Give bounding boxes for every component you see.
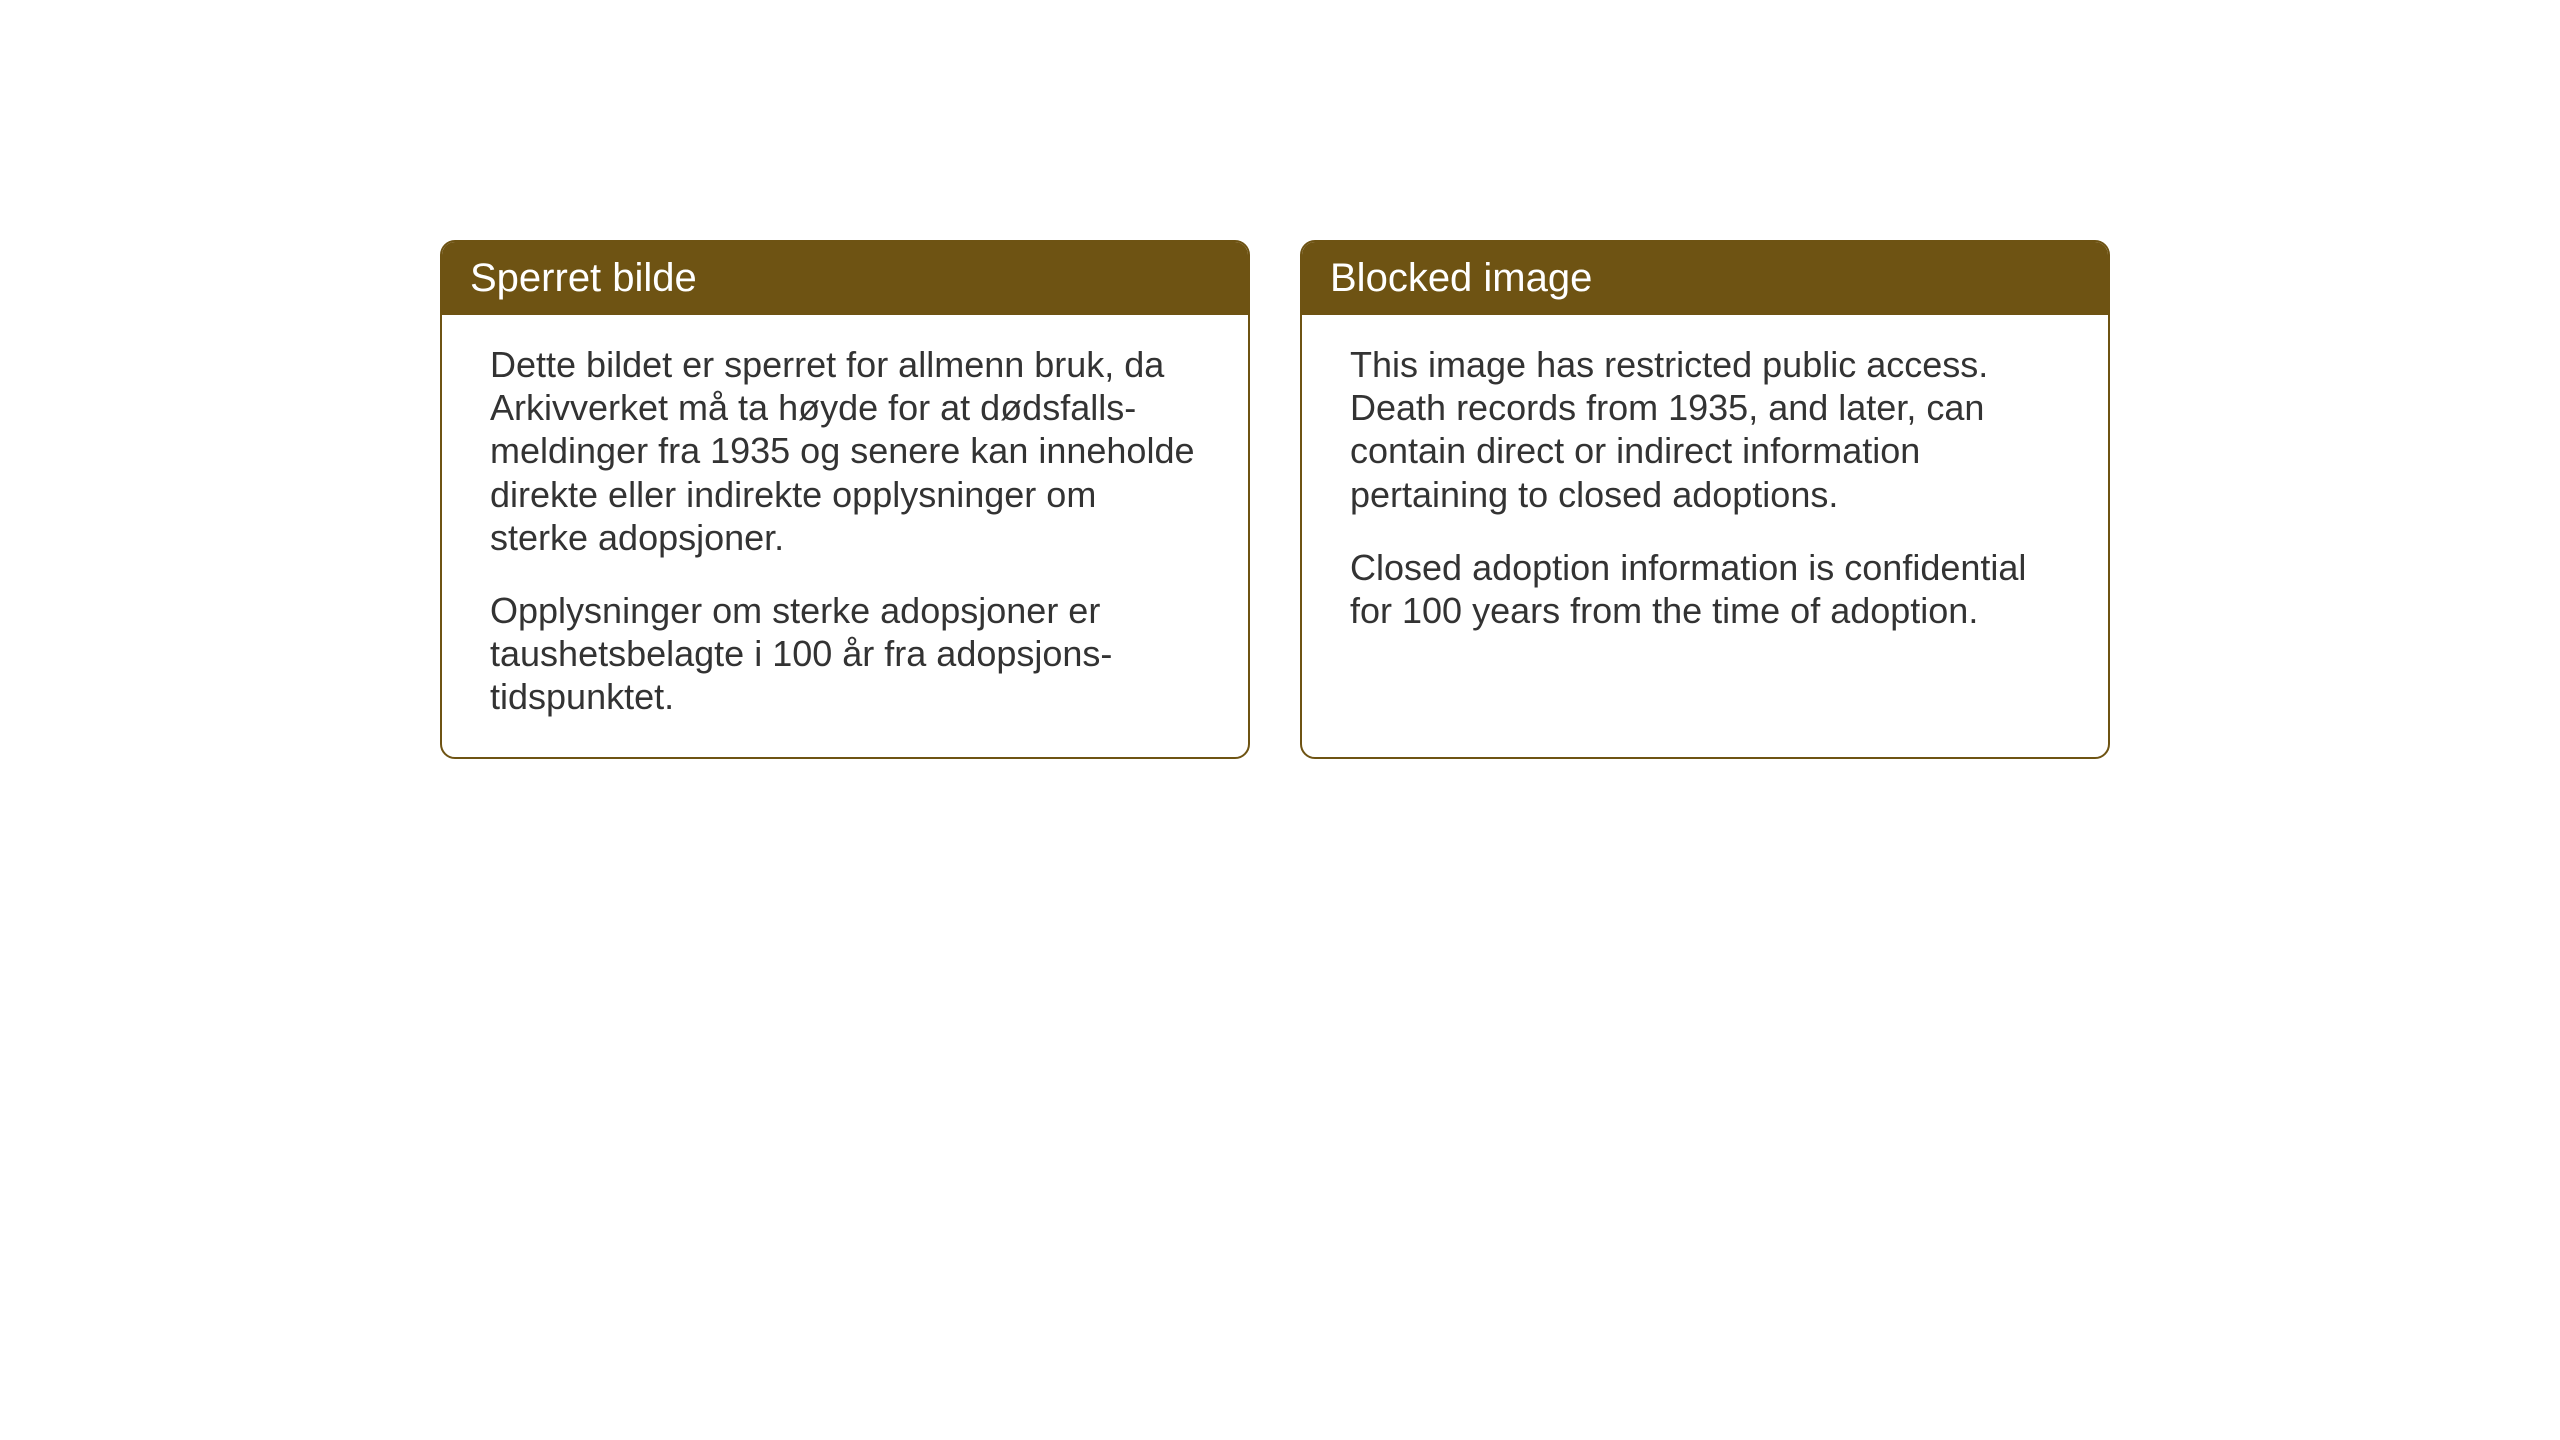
paragraph-norwegian-1: Dette bildet er sperret for allmenn bruk… (490, 343, 1200, 559)
notice-card-english: Blocked image This image has restricted … (1300, 240, 2110, 759)
card-title-english: Blocked image (1330, 256, 1592, 300)
card-title-norwegian: Sperret bilde (470, 256, 697, 300)
paragraph-norwegian-2: Opplysninger om sterke adopsjoner er tau… (490, 589, 1200, 719)
card-body-english: This image has restricted public access.… (1302, 315, 2108, 670)
notice-container: Sperret bilde Dette bildet er sperret fo… (440, 240, 2110, 759)
paragraph-english-1: This image has restricted public access.… (1350, 343, 2060, 516)
card-body-norwegian: Dette bildet er sperret for allmenn bruk… (442, 315, 1248, 757)
card-header-english: Blocked image (1302, 242, 2108, 315)
card-header-norwegian: Sperret bilde (442, 242, 1248, 315)
paragraph-english-2: Closed adoption information is confident… (1350, 546, 2060, 632)
notice-card-norwegian: Sperret bilde Dette bildet er sperret fo… (440, 240, 1250, 759)
